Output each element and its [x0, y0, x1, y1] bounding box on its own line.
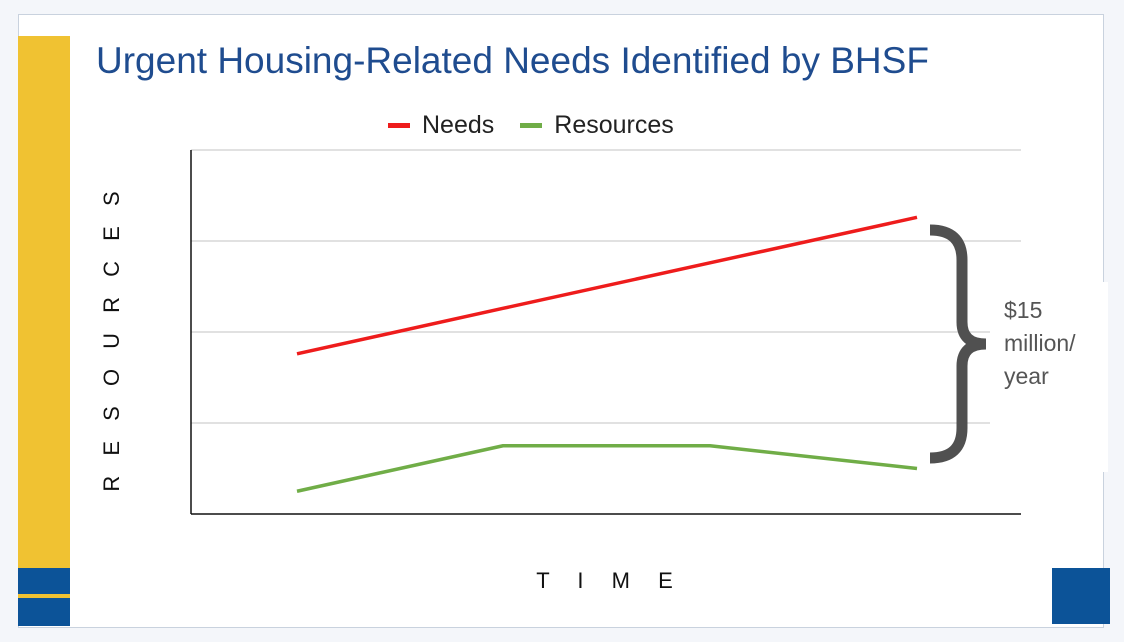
legend: Needs Resources — [388, 110, 700, 140]
legend-label-needs: Needs — [422, 110, 495, 139]
series-line-resources — [296, 444, 918, 493]
annotation-box — [990, 282, 1108, 472]
legend-swatch-needs — [388, 122, 410, 128]
gap-annotation-line-3: year — [1004, 363, 1049, 389]
gap-brace — [929, 224, 987, 464]
yellow-stripe — [18, 594, 70, 598]
blue-corner-block-right — [1052, 568, 1110, 624]
series-line-needs — [296, 215, 918, 356]
chart-title: Urgent Housing-Related Needs Identified … — [96, 40, 929, 81]
legend-label-resources: Resources — [554, 110, 674, 139]
legend-swatch-resources — [520, 122, 543, 128]
legend-item-resources: Resources — [520, 111, 674, 140]
gap-annotation: $15 million/ year — [1004, 294, 1104, 393]
legend-item-needs: Needs — [388, 111, 494, 140]
slide-background — [18, 14, 1104, 628]
gap-annotation-line-2: million/ — [1004, 330, 1076, 356]
x-axis-label: T I M E — [536, 568, 684, 593]
gap-annotation-line-1: $15 — [1004, 297, 1043, 323]
yellow-side-bar — [18, 36, 70, 586]
